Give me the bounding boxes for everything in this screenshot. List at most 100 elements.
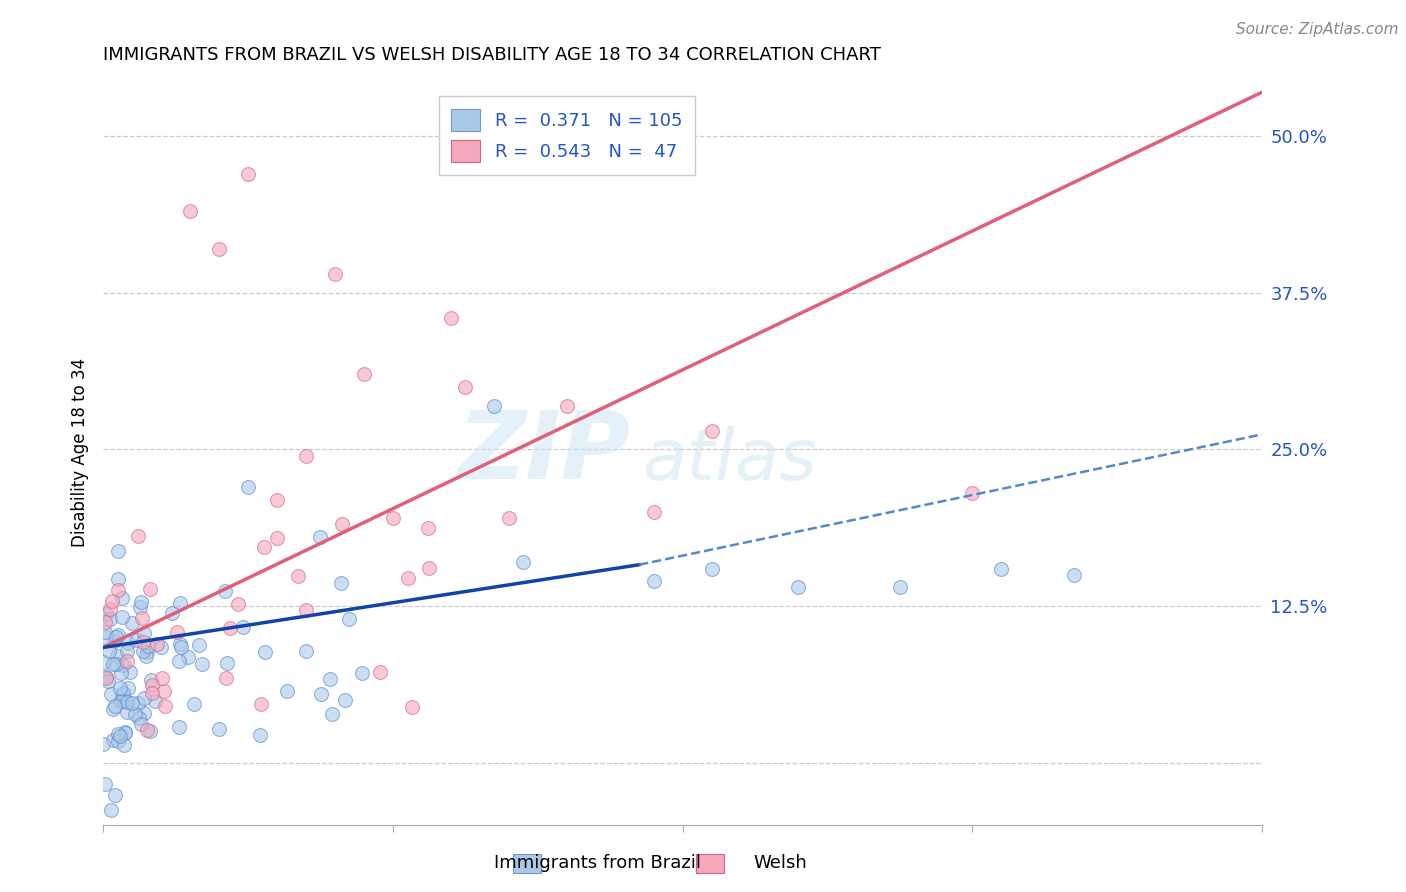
Point: [131, 611, 153, 625]
Point: [249, 728, 271, 742]
Point: [93, 655, 115, 669]
Point: [132, 706, 155, 721]
Point: [169, 596, 191, 610]
Point: [138, 582, 160, 597]
Text: atlas: atlas: [643, 425, 817, 494]
Point: [309, 687, 332, 701]
Point: [700, 561, 723, 575]
Point: [152, 684, 174, 698]
Point: [107, 628, 129, 642]
Point: [183, 698, 205, 712]
Text: Source: ZipAtlas.com: Source: ZipAtlas.com: [1236, 22, 1399, 37]
Point: [295, 644, 318, 658]
Point: [111, 591, 134, 606]
Point: [215, 657, 238, 671]
Point: [700, 424, 723, 438]
Point: [236, 480, 259, 494]
Point: [146, 637, 169, 651]
Point: [110, 666, 132, 681]
Point: [94, 607, 117, 621]
Text: Welsh: Welsh: [754, 855, 807, 872]
Point: [94, 615, 117, 630]
Text: IMMIGRANTS FROM BRAZIL VS WELSH DISABILITY AGE 18 TO 34 CORRELATION CHART: IMMIGRANTS FROM BRAZIL VS WELSH DISABILI…: [103, 46, 882, 64]
Point: [152, 672, 174, 686]
Point: [141, 686, 163, 700]
Point: [253, 541, 276, 555]
Point: [127, 529, 149, 543]
Point: [321, 707, 343, 722]
Point: [498, 511, 520, 525]
Point: [330, 516, 353, 531]
Point: [98, 644, 121, 658]
Point: [129, 717, 152, 731]
Point: [512, 555, 534, 569]
Point: [418, 561, 440, 575]
Point: [208, 242, 231, 256]
Point: [97, 673, 120, 688]
Point: [107, 544, 129, 558]
Point: [136, 645, 159, 659]
Point: [107, 572, 129, 586]
Point: [104, 788, 127, 802]
Point: [276, 684, 298, 698]
Point: [139, 723, 162, 738]
Point: [962, 486, 984, 500]
Point: [103, 634, 125, 648]
Point: [484, 399, 506, 413]
Point: [94, 624, 117, 639]
Point: [368, 665, 391, 679]
Point: [100, 687, 122, 701]
Point: [266, 492, 288, 507]
Point: [115, 655, 138, 669]
Point: [128, 600, 150, 615]
Point: [108, 681, 131, 696]
Point: [114, 726, 136, 740]
Point: [98, 602, 121, 616]
Point: [121, 615, 143, 630]
Point: [236, 167, 259, 181]
Point: [115, 643, 138, 657]
Point: [121, 697, 143, 711]
Point: [350, 666, 373, 681]
Point: [120, 665, 142, 679]
Point: [266, 531, 288, 545]
Text: ZIP: ZIP: [457, 407, 630, 499]
Point: [169, 640, 191, 655]
Point: [103, 701, 125, 715]
Point: [167, 720, 190, 734]
Point: [323, 267, 346, 281]
Point: [100, 612, 122, 626]
Point: [177, 650, 200, 665]
Point: [214, 584, 236, 599]
Point: [117, 681, 139, 695]
Point: [141, 677, 163, 691]
Point: [643, 574, 665, 588]
Point: [105, 648, 128, 663]
Point: [287, 569, 309, 583]
Point: [127, 633, 149, 648]
Y-axis label: Disability Age 18 to 34: Disability Age 18 to 34: [72, 358, 89, 547]
Point: [105, 657, 128, 671]
Point: [136, 723, 159, 738]
Point: [127, 696, 149, 710]
Point: [889, 580, 911, 594]
Point: [381, 511, 404, 525]
Point: [94, 777, 117, 791]
Point: [219, 621, 242, 635]
Point: [114, 724, 136, 739]
Point: [136, 640, 159, 654]
Point: [191, 657, 214, 671]
Point: [104, 698, 127, 713]
Point: [319, 672, 342, 686]
Point: [107, 734, 129, 748]
Point: [108, 729, 131, 743]
Point: [129, 595, 152, 609]
Point: [143, 694, 166, 708]
Point: [167, 654, 190, 668]
Point: [107, 727, 129, 741]
Point: [401, 700, 423, 714]
Point: [250, 697, 273, 711]
Point: [155, 699, 177, 714]
Point: [187, 638, 209, 652]
Point: [166, 624, 188, 639]
